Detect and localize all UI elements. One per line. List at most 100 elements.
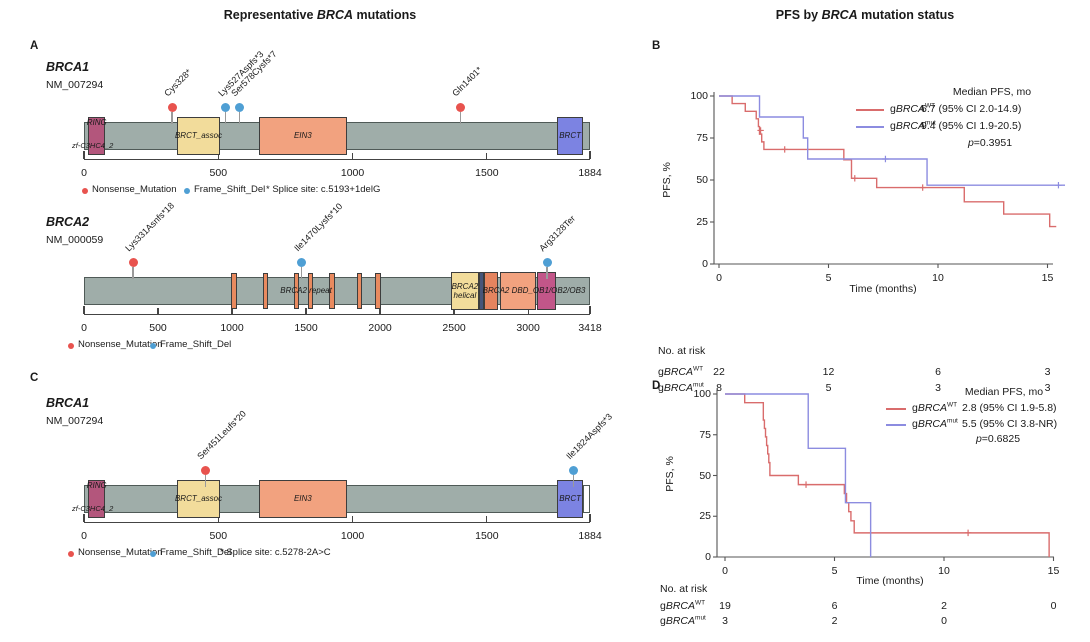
km-curve — [725, 393, 1050, 557]
domain-box-brct-assoc: BRCT_assoc — [175, 117, 222, 155]
x-axis-tick-label: 10 — [938, 565, 950, 577]
x-axis-tick-label: 15 — [1041, 272, 1054, 284]
x-axis-tick-label: 1500 — [475, 530, 499, 542]
x-axis-tick-label: 2000 — [368, 322, 392, 334]
lollipop-circle — [167, 103, 177, 112]
mutation-label: Gln1401* — [450, 64, 485, 99]
x-axis-tick-label: 1884 — [578, 530, 602, 542]
x-axis-tick-label: 0 — [722, 565, 728, 577]
x-axis-title: Time (months) — [849, 283, 917, 295]
at-risk-row-label: gBRCAWT — [658, 365, 704, 378]
x-axis-tick-label: 3000 — [516, 322, 540, 334]
x-axis-tick — [379, 308, 381, 314]
legend-dot — [150, 343, 156, 349]
domain-box-brct: BRCT — [557, 117, 583, 155]
km-curve — [719, 95, 1057, 228]
lollipop-stem — [301, 267, 303, 279]
legend-swatch — [856, 126, 884, 128]
legend-label: Frame_Shift_Del — [160, 547, 232, 558]
domain-box-ein3: EIN3 — [258, 117, 348, 155]
mutation-label: Lys331Asnfs*18 — [123, 200, 177, 254]
x-axis-tick — [217, 153, 219, 159]
splice-note: * Splice site: c.5278-2A>C — [220, 547, 331, 558]
censor-mark — [757, 127, 764, 134]
lollipop-circle — [455, 103, 465, 112]
x-axis-tick-label: 15 — [1047, 565, 1060, 577]
x-axis-tick-label: 3418 — [578, 322, 602, 334]
y-axis-tick-label: 50 — [696, 174, 708, 186]
at-risk-count: 3 — [935, 382, 941, 394]
repeat-box — [231, 273, 238, 309]
at-risk-count: 0 — [1050, 600, 1057, 612]
legend-dot — [150, 551, 156, 557]
lollipop-stem — [238, 112, 240, 124]
at-risk-row-label: gBRCAmut — [660, 614, 706, 627]
panel-a-brca2-lollipop-chart: BRCA2 NM_000059 BRCA2 helical BRCA2 repeat BR… — [0, 200, 640, 405]
x-axis-tick — [589, 306, 591, 314]
legend-dot — [68, 343, 74, 349]
legend-median-value: 5.5 (95% CI 3.8-NR) — [962, 418, 1058, 430]
mutation-label: Arg3128Ter — [537, 213, 578, 254]
domain-box-brct-assoc: BRCT_assoc — [175, 480, 222, 518]
panel-label: A — [30, 40, 39, 52]
x-axis-tick — [486, 153, 488, 159]
mutation-label: Cys328* — [162, 67, 194, 99]
x-axis-tick-label: 1884 — [578, 167, 602, 179]
x-axis-tick — [351, 516, 354, 522]
x-axis-tick-label: 500 — [209, 530, 228, 542]
x-axis-tick — [83, 151, 85, 159]
domain-box-linker — [478, 272, 484, 310]
x-axis-line — [84, 522, 590, 524]
at-risk-count: 6 — [935, 366, 941, 378]
panel-label: C — [30, 372, 39, 384]
domain-box-brca2-helical: BRCA2 helical — [450, 272, 479, 310]
at-risk-count: 5 — [825, 382, 832, 394]
domain-box-ring: RING — [87, 480, 107, 518]
repeat-box — [329, 273, 335, 309]
x-axis-tick-label: 5 — [825, 272, 832, 284]
x-axis-tick — [83, 514, 85, 522]
at-risk-count: 8 — [716, 382, 722, 394]
at-risk-count: 12 — [822, 366, 835, 378]
domain-box-ring: RING — [87, 117, 107, 155]
censor-mark — [802, 481, 810, 488]
at-risk-count: 3 — [722, 615, 728, 627]
at-risk-count: 2 — [941, 600, 947, 612]
y-axis-tick-label: 0 — [702, 258, 708, 270]
lollipop-stem — [573, 475, 575, 487]
x-axis-tick — [157, 308, 159, 314]
domain-box-ob2 — [499, 272, 536, 310]
censor-mark — [851, 175, 858, 182]
lollipop-stem — [459, 112, 461, 124]
panel-label: D — [652, 380, 661, 392]
repeat-box — [375, 273, 382, 309]
legend-swatch — [886, 424, 906, 426]
x-axis-line — [84, 159, 590, 161]
legend-median-value: 9.4 (95% CI 1.9-20.5) — [921, 120, 1022, 132]
x-axis-tick-label: 1000 — [220, 322, 244, 334]
censor-mark — [882, 155, 889, 163]
gene-name: BRCA2 — [46, 215, 90, 229]
legend-series-name: gBRCAWT — [890, 102, 936, 115]
legend-heading: Median PFS, mo — [952, 86, 1032, 98]
censor-mark — [781, 146, 788, 153]
y-axis-tick-label: 25 — [699, 510, 711, 523]
y-axis-tick-label: 75 — [699, 428, 711, 441]
x-axis-tick-label: 1500 — [475, 167, 499, 179]
at-risk-count: 0 — [941, 615, 947, 627]
repeat-box — [262, 273, 269, 309]
lollipop-circle — [128, 258, 138, 267]
x-axis-tick-label: 0 — [81, 322, 87, 334]
lollipop-circle — [234, 103, 244, 112]
at-risk-heading: No. at risk — [660, 583, 708, 595]
left-column-title: Representative BRCA mutations — [223, 8, 417, 22]
x-axis-tick — [305, 308, 307, 314]
panel-c-brca1-lollipop-chart: C BRCA1 NM_007294 RING zf-C3HC4_2 BRCT_assoc E… — [0, 372, 640, 572]
lollipop-stem — [171, 112, 173, 124]
x-axis-tick-label: 1500 — [294, 322, 318, 334]
legend-label: Nonsense_Mutation — [92, 184, 177, 195]
y-axis-tick-label: 50 — [699, 469, 711, 482]
domain-box-ob1 — [483, 272, 498, 310]
at-risk-count: 19 — [719, 600, 731, 612]
right-column-title: PFS by BRCA mutation status — [775, 8, 955, 22]
